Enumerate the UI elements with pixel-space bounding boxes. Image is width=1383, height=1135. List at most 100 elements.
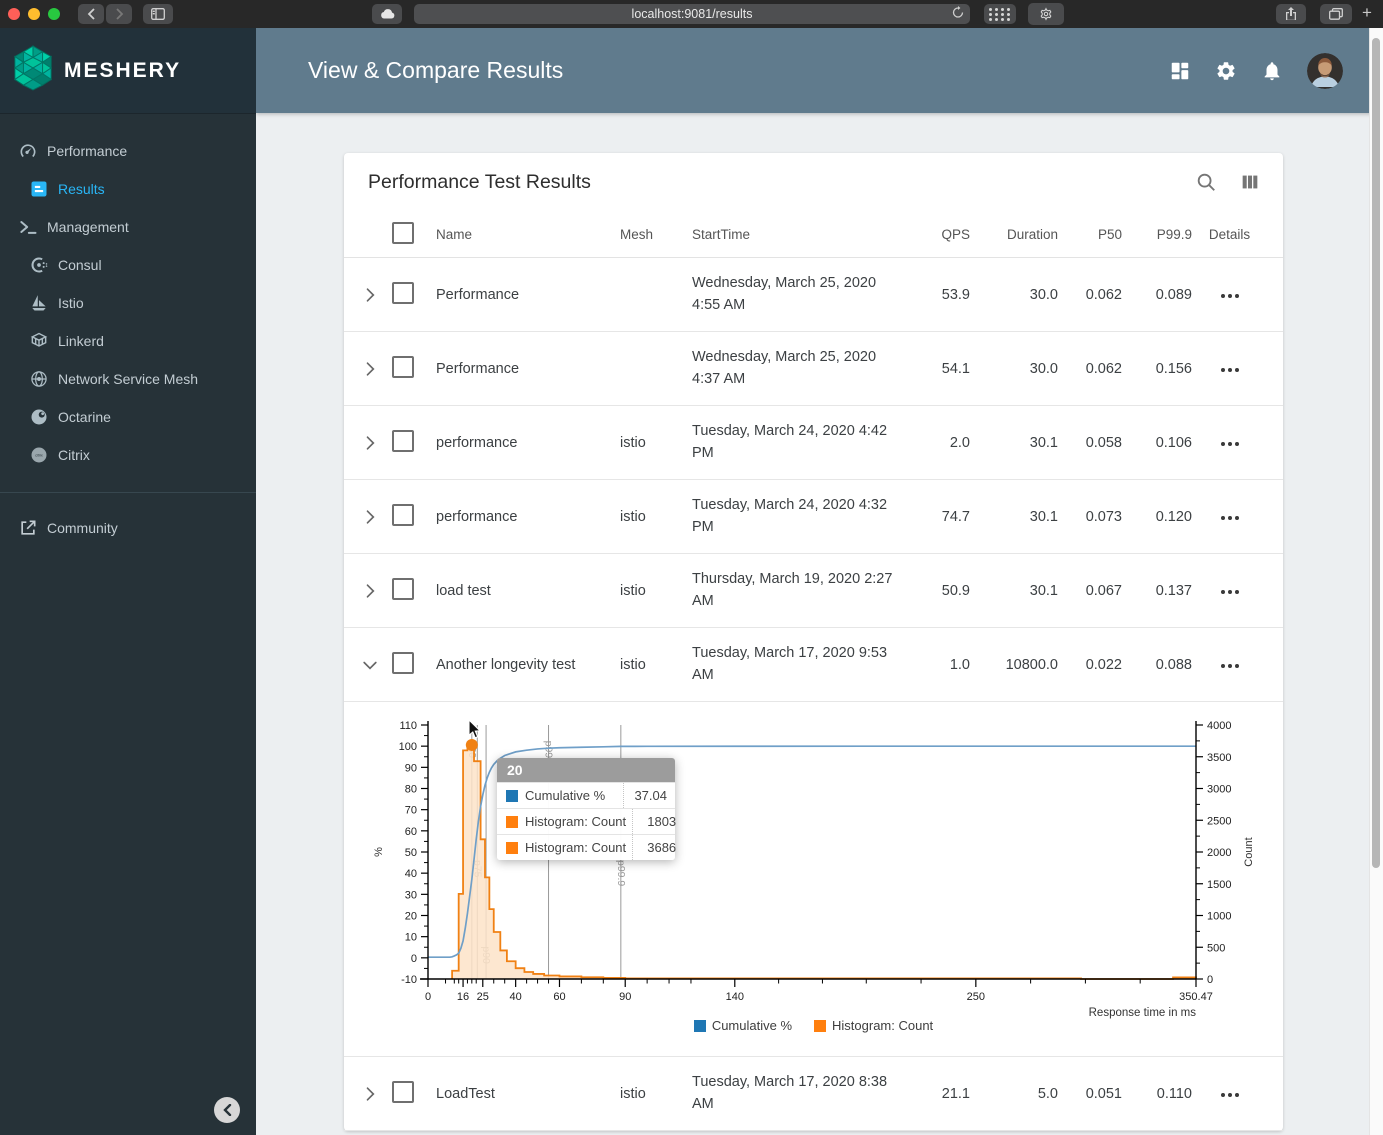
row-details-button[interactable] — [1215, 362, 1245, 378]
cell-duration: 10800.0 — [1005, 656, 1058, 673]
svg-text:%: % — [373, 847, 385, 857]
row-expand-chevron-icon[interactable] — [356, 429, 384, 457]
sidebar-item-community[interactable]: Community — [0, 509, 256, 547]
svg-text:50: 50 — [405, 847, 417, 859]
row-details-button[interactable] — [1215, 1087, 1245, 1103]
row-checkbox[interactable] — [392, 281, 414, 304]
row-checkbox[interactable] — [392, 503, 414, 526]
consul-icon — [29, 255, 49, 275]
row-expand-chevron-icon[interactable] — [356, 651, 384, 679]
row-checkbox[interactable] — [392, 355, 414, 378]
row-expand-chevron-icon[interactable] — [356, 503, 384, 531]
address-bar[interactable]: localhost:9081/results — [414, 4, 970, 24]
tab-overview-icon[interactable] — [1320, 4, 1352, 24]
minimize-window-button[interactable] — [28, 8, 40, 20]
svg-text:40: 40 — [405, 868, 417, 880]
row-details-button[interactable] — [1215, 436, 1245, 452]
close-window-button[interactable] — [8, 8, 20, 20]
notifications-bell-icon[interactable] — [1261, 60, 1283, 82]
svg-text:-10: -10 — [401, 974, 417, 986]
app-grid-icon[interactable] — [984, 4, 1016, 24]
svg-text:Response time in ms: Response time in ms — [1089, 1007, 1197, 1019]
sidebar-item-network-service-mesh[interactable]: Network Service Mesh — [0, 360, 256, 398]
select-all-checkbox[interactable] — [392, 221, 414, 244]
cell-qps: 54.1 — [941, 360, 970, 377]
brand-name: MESHERY — [64, 58, 182, 82]
browser-settings-gear-icon[interactable] — [1028, 3, 1064, 25]
sidebar-collapse-button[interactable] — [214, 1097, 240, 1123]
row-details-button[interactable] — [1215, 658, 1245, 674]
table-row: performance istio Tuesday, March 24, 2020 … — [344, 480, 1283, 554]
sidebar-item-label: Performance — [47, 143, 128, 159]
row-expand-chevron-icon[interactable] — [356, 281, 384, 309]
user-avatar[interactable] — [1307, 52, 1343, 89]
cell-p999: 0.110 — [1156, 1085, 1192, 1102]
cell-p999: 0.089 — [1155, 286, 1192, 303]
sidebar-item-octarine[interactable]: Octarine — [0, 398, 256, 436]
row-details-button[interactable] — [1215, 584, 1245, 600]
view-columns-icon[interactable] — [1239, 171, 1261, 193]
scrollbar-thumb[interactable] — [1372, 38, 1380, 868]
row-details-button[interactable] — [1215, 288, 1245, 304]
row-checkbox[interactable] — [392, 429, 414, 452]
cell-duration: 30.1 — [1029, 582, 1058, 599]
svg-text:4000: 4000 — [1207, 720, 1231, 732]
cell-duration: 30.0 — [1029, 360, 1058, 377]
cell-mesh: istio — [620, 582, 646, 599]
refresh-icon[interactable] — [952, 6, 964, 22]
cell-starttime: Tuesday, March 24, 2020 4:42 PM — [692, 423, 888, 461]
row-expand-chevron-icon[interactable] — [356, 355, 384, 383]
cell-starttime: Tuesday, March 17, 2020 8:38 AM — [692, 1074, 888, 1112]
column-header-duration: Duration — [1006, 226, 1058, 242]
browser-forward-button[interactable] — [106, 4, 132, 24]
cell-qps: 74.7 — [941, 508, 970, 525]
svg-text:p99.9: p99.9 — [615, 860, 627, 886]
cell-qps: 1.0 — [949, 656, 970, 673]
cell-p50: 0.073 — [1085, 508, 1122, 525]
sidebar-item-management[interactable]: Management — [0, 208, 256, 246]
sidebar-item-linkerd[interactable]: Linkerd — [0, 322, 256, 360]
search-icon[interactable] — [1195, 171, 1217, 193]
sidebar-item-istio[interactable]: Istio — [0, 284, 256, 322]
row-expand-chevron-icon[interactable] — [356, 1080, 384, 1108]
sidebar-item-performance[interactable]: Performance — [0, 132, 256, 170]
column-header-p50: P50 — [1097, 226, 1122, 242]
row-details-button[interactable] — [1215, 510, 1245, 526]
cell-starttime: Wednesday, March 25, 2020 4:37 AM — [692, 349, 877, 387]
sidebar-item-label: Community — [47, 520, 118, 536]
latency-histogram-chart: p50p75p90p99p99.9-1001020304050607080901… — [344, 702, 1283, 1057]
svg-text:60: 60 — [553, 991, 565, 1003]
browser-back-button[interactable] — [78, 4, 104, 24]
share-icon[interactable] — [1276, 4, 1306, 24]
settings-gear-icon[interactable] — [1215, 60, 1237, 82]
row-expand-chevron-icon[interactable] — [356, 577, 384, 605]
icloud-tabs-icon[interactable] — [372, 4, 402, 24]
sidebar-item-label: Management — [47, 219, 129, 235]
browser-chrome: localhost:9081/results + — [0, 0, 1383, 28]
cell-starttime: Tuesday, March 17, 2020 9:53 AM — [692, 645, 888, 683]
cell-starttime: Thursday, March 19, 2020 2:27 AM — [692, 571, 893, 609]
svg-text:3000: 3000 — [1207, 784, 1231, 796]
hover-marker-dot — [465, 738, 478, 751]
browser-sidebar-toggle-icon[interactable] — [143, 4, 173, 24]
legend-item[interactable]: Histogram: Count — [814, 1018, 933, 1033]
legend-item[interactable]: Cumulative % — [693, 1018, 792, 1033]
brand-logo[interactable]: MESHERY — [0, 28, 256, 114]
column-header-starttime: StartTime — [692, 226, 751, 242]
svg-text:90: 90 — [405, 762, 417, 774]
dashboard-icon[interactable] — [1169, 60, 1191, 82]
new-tab-button[interactable]: + — [1362, 3, 1372, 22]
sidebar-item-results[interactable]: Results — [0, 170, 256, 208]
svg-text:2500: 2500 — [1207, 815, 1231, 827]
sidebar-divider — [0, 492, 256, 493]
cell-name: performance — [436, 434, 518, 451]
sidebar-item-citrix[interactable]: citrix Citrix — [0, 436, 256, 474]
svg-text:0: 0 — [1207, 974, 1213, 986]
zoom-window-button[interactable] — [48, 8, 60, 20]
cell-p50: 0.058 — [1085, 434, 1122, 451]
tooltip-row: Cumulative % 37.04 — [497, 782, 675, 808]
row-checkbox[interactable] — [392, 577, 414, 600]
sidebar-item-consul[interactable]: Consul — [0, 246, 256, 284]
row-checkbox[interactable] — [392, 1080, 414, 1103]
row-checkbox[interactable] — [392, 651, 414, 674]
